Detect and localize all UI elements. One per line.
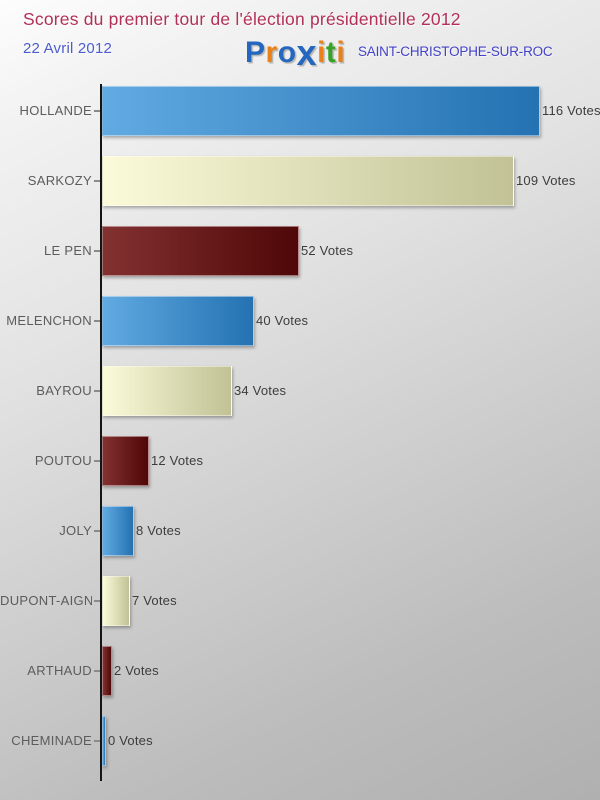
value-label: 2 Votes: [114, 663, 159, 678]
page-title: Scores du premier tour de l'élection pré…: [23, 9, 461, 29]
category-label: HOLLANDE: [19, 103, 92, 118]
category-label: LE PEN: [43, 243, 92, 258]
value-label: 116 Votes: [542, 103, 600, 118]
value-label: 34 Votes: [234, 383, 287, 398]
category-label: POUTOU: [34, 453, 92, 468]
axis-tick: [94, 460, 100, 462]
value-label: 109 Votes: [516, 173, 576, 188]
category-label: CHEMINADE: [11, 733, 92, 748]
category-label: MELENCHON: [6, 313, 92, 328]
axis-tick: [94, 320, 100, 322]
bar: [102, 716, 106, 766]
axis-tick: [94, 670, 100, 672]
axis-tick: [94, 180, 100, 182]
axis-tick: [94, 530, 100, 532]
axis-tick: [94, 600, 100, 602]
bar: [102, 296, 254, 346]
bar: [102, 646, 112, 696]
category-label: SARKOZY: [27, 173, 92, 188]
value-label: 12 Votes: [151, 453, 204, 468]
bar: [102, 506, 134, 556]
axis-tick: [94, 250, 100, 252]
commune-name: SAINT-CHRISTOPHE-SUR-ROC: [358, 44, 553, 59]
bar: [102, 436, 149, 486]
category-label: DUPONT-AIGNAN: [0, 593, 92, 608]
value-label: 7 Votes: [132, 593, 177, 608]
value-label: 40 Votes: [256, 313, 309, 328]
bar: [102, 576, 130, 626]
category-label: BAYROU: [36, 383, 92, 398]
proxiti-logo: Proxiti: [245, 35, 346, 71]
axis-tick: [94, 740, 100, 742]
logo-letter: i: [336, 36, 346, 69]
value-label: 8 Votes: [136, 523, 181, 538]
bar: [102, 226, 299, 276]
logo-letter: i: [317, 36, 326, 69]
logo-letter: r: [265, 36, 278, 69]
category-label: JOLY: [59, 523, 92, 538]
bar: [102, 366, 232, 416]
logo-letter: t: [325, 36, 337, 69]
logo-letter: o: [277, 36, 297, 69]
value-label: 52 Votes: [301, 243, 354, 258]
chart-axis-line: [100, 84, 102, 781]
axis-tick: [94, 110, 100, 112]
value-label: 0 Votes: [108, 733, 153, 748]
logo-letter: P: [245, 36, 266, 69]
bar: [102, 86, 540, 136]
election-date: 22 Avril 2012: [23, 40, 113, 57]
category-label: ARTHAUD: [27, 663, 92, 678]
logo-letter: x: [296, 32, 318, 73]
bar: [102, 156, 514, 206]
axis-tick: [94, 390, 100, 392]
